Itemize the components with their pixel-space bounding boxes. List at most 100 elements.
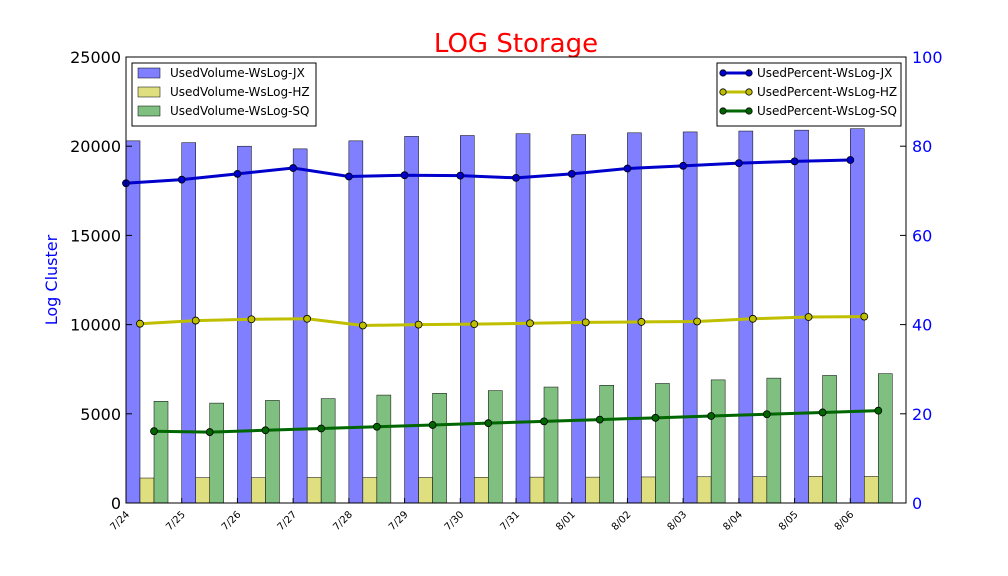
x-tick-label: 7/28 — [331, 509, 355, 533]
point-usedpercent-wslog-sq-8-03 — [707, 412, 716, 420]
bar-usedvolume-wslog-jx-7-28 — [348, 140, 364, 504]
bar-usedvolume-wslog-sq-7-27 — [320, 398, 336, 504]
legend-swatch — [137, 67, 161, 79]
legend-label: UsedVolume-WsLog-JX — [170, 66, 305, 80]
y-tick-label: 5000 — [80, 405, 121, 424]
legend-marker — [719, 69, 727, 77]
legend-lines: UsedPercent-WsLog-JX UsedPercent-WsLog-HZ… — [716, 62, 902, 127]
x-tick-label: 7/30 — [443, 509, 467, 533]
point-usedpercent-wslog-hz-8-03 — [693, 317, 702, 326]
point-usedpercent-wslog-sq-8-01 — [595, 415, 604, 424]
bar-usedvolume-wslog-jx-7-30 — [460, 135, 475, 504]
point-usedpercent-wslog-hz-7-28 — [358, 321, 367, 330]
bar-usedvolume-wslog-sq-7-29 — [432, 393, 447, 504]
y2-tick-label: 100 — [912, 48, 943, 67]
legend-marker — [719, 107, 727, 115]
line-usedpercent-wslog-hz — [139, 315, 865, 327]
point-usedpercent-wslog-hz-7-25 — [191, 316, 200, 325]
point-usedpercent-wslog-jx-8-01 — [567, 169, 576, 178]
bar-usedvolume-wslog-hz-8-03 — [696, 476, 712, 504]
point-usedpercent-wslog-sq-7-28 — [372, 422, 381, 431]
point-usedpercent-wslog-sq-7-29 — [428, 421, 437, 429]
point-usedpercent-wslog-hz-8-01 — [581, 318, 590, 327]
bar-usedvolume-wslog-jx-7-26 — [237, 145, 252, 504]
point-usedpercent-wslog-jx-8-06 — [846, 156, 855, 164]
point-usedpercent-wslog-hz-7-29 — [414, 320, 423, 329]
x-tick-label: 7/26 — [220, 509, 244, 533]
bars-layer — [125, 128, 893, 504]
line-usedpercent-wslog-sq — [153, 409, 879, 434]
point-usedpercent-wslog-jx-7-31 — [512, 173, 520, 182]
point-usedpercent-wslog-hz-8-06 — [860, 312, 869, 321]
legend-bars: UsedVolume-WsLog-JX UsedVolume-WsLog-HZ Us… — [131, 62, 317, 127]
y-tick-label: 15000 — [70, 226, 121, 245]
lines-layer — [122, 156, 883, 436]
point-usedpercent-wslog-sq-7-31 — [540, 417, 548, 426]
legend-marker — [745, 69, 753, 77]
point-usedpercent-wslog-jx-7-28 — [344, 172, 353, 181]
bar-usedvolume-wslog-sq-8-02 — [655, 383, 670, 504]
y2-tick-label: 40 — [912, 316, 932, 335]
legend-label: UsedPercent-WsLog-JX — [757, 66, 892, 80]
legend-swatch — [137, 105, 161, 117]
point-usedpercent-wslog-jx-7-25 — [177, 175, 186, 184]
bar-usedvolume-wslog-sq-8-06 — [878, 373, 893, 504]
bar-usedvolume-wslog-sq-8-03 — [710, 379, 726, 504]
legend-label: UsedPercent-WsLog-HZ — [757, 85, 897, 99]
bar-usedvolume-wslog-sq-8-05 — [822, 375, 837, 504]
point-usedpercent-wslog-sq-8-05 — [818, 408, 827, 417]
bar-usedvolume-wslog-sq-7-25 — [209, 402, 224, 504]
bar-usedvolume-wslog-hz-7-27 — [306, 477, 322, 504]
point-usedpercent-wslog-jx-7-26 — [233, 169, 242, 178]
legend-label: UsedVolume-WsLog-HZ — [170, 85, 310, 99]
x-tick-label: 7/31 — [498, 509, 522, 533]
x-tick-label: 8/01 — [554, 509, 578, 533]
bar-usedvolume-wslog-jx-8-01 — [571, 134, 586, 504]
y-tick-label: 25000 — [70, 48, 121, 67]
x-tick-label: 8/04 — [721, 509, 745, 533]
bar-usedvolume-wslog-sq-8-04 — [766, 377, 782, 504]
point-usedpercent-wslog-hz-7-26 — [247, 315, 256, 324]
bar-usedvolume-wslog-jx-8-02 — [627, 132, 642, 504]
bar-usedvolume-wslog-hz-8-04 — [752, 476, 768, 504]
bar-usedvolume-wslog-hz-8-01 — [585, 476, 600, 504]
bar-usedvolume-wslog-sq-7-26 — [265, 400, 280, 504]
y-tick-label: 20000 — [70, 137, 121, 156]
y2-tick-label: 20 — [912, 405, 932, 424]
bar-usedvolume-wslog-sq-7-24 — [153, 401, 169, 504]
y-tick-label: 0 — [111, 494, 121, 513]
bar-usedvolume-wslog-hz-7-25 — [195, 477, 210, 504]
bar-usedvolume-wslog-hz-8-06 — [864, 476, 879, 504]
bar-usedvolume-wslog-sq-7-30 — [488, 390, 503, 504]
y2-tick-label: 80 — [912, 137, 932, 156]
point-usedpercent-wslog-jx-7-30 — [456, 171, 465, 180]
point-usedpercent-wslog-hz-8-02 — [637, 318, 646, 326]
bar-usedvolume-wslog-jx-8-03 — [682, 131, 698, 504]
point-usedpercent-wslog-hz-7-27 — [303, 314, 312, 323]
bar-usedvolume-wslog-hz-7-26 — [251, 477, 266, 504]
x-tick-label: 8/03 — [666, 509, 690, 533]
x-tick-label: 8/06 — [833, 509, 857, 533]
bar-usedvolume-wslog-hz-7-31 — [529, 476, 545, 504]
bar-usedvolume-wslog-sq-8-01 — [599, 385, 614, 504]
x-tick-label: 8/05 — [777, 509, 801, 533]
point-usedpercent-wslog-hz-8-04 — [748, 314, 757, 323]
bar-usedvolume-wslog-jx-7-29 — [404, 136, 419, 504]
legend-marker — [719, 88, 727, 96]
bar-usedvolume-wslog-sq-7-28 — [376, 394, 392, 504]
bar-usedvolume-wslog-hz-8-02 — [641, 476, 656, 504]
y2-tick-label: 0 — [912, 494, 922, 513]
y-axis-label: Log Cluster — [42, 234, 61, 325]
point-usedpercent-wslog-sq-7-30 — [484, 419, 493, 428]
x-tick-label: 7/29 — [387, 509, 411, 533]
legend-swatch — [137, 86, 161, 98]
legend-label: UsedPercent-WsLog-SQ — [757, 104, 897, 118]
point-usedpercent-wslog-sq-7-25 — [205, 428, 214, 436]
point-usedpercent-wslog-jx-7-27 — [289, 164, 298, 172]
point-usedpercent-wslog-sq-7-26 — [261, 426, 270, 435]
point-usedpercent-wslog-sq-7-24 — [150, 427, 158, 436]
x-tick-label: 7/25 — [164, 509, 188, 533]
point-usedpercent-wslog-jx-7-29 — [400, 171, 409, 180]
legend-marker — [745, 107, 753, 115]
point-usedpercent-wslog-jx-8-02 — [623, 164, 632, 173]
